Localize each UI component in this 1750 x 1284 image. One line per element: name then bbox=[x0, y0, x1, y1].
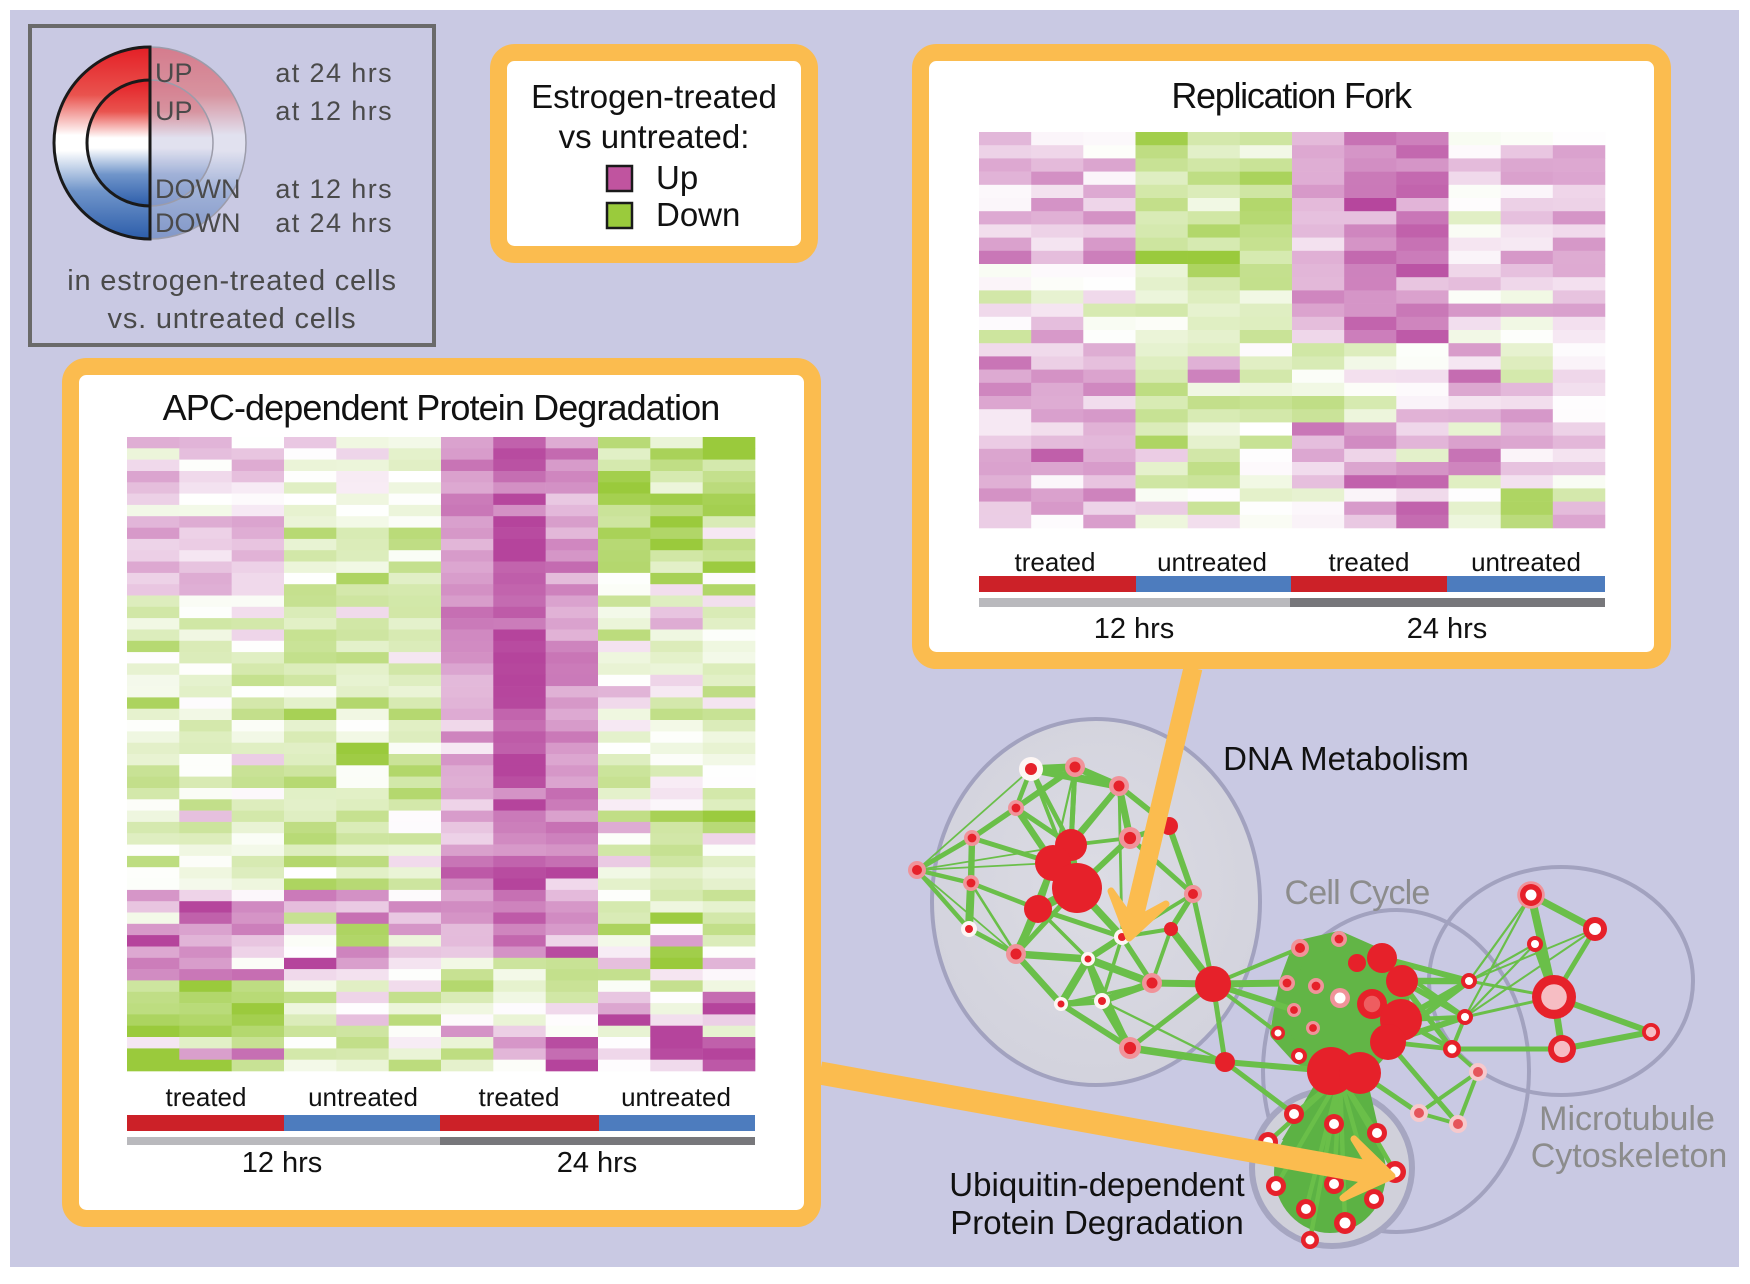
svg-text:untreated: untreated bbox=[1471, 547, 1581, 577]
svg-text:UP: UP bbox=[155, 58, 193, 88]
svg-text:treated: treated bbox=[1015, 547, 1096, 577]
svg-text:vs untreated:: vs untreated: bbox=[559, 118, 750, 155]
svg-text:Microtubule: Microtubule bbox=[1539, 1100, 1715, 1138]
svg-text:treated: treated bbox=[166, 1082, 247, 1112]
svg-text:Cell Cycle: Cell Cycle bbox=[1284, 874, 1429, 912]
svg-text:at 24 hrs: at 24 hrs bbox=[275, 208, 393, 238]
svg-text:treated: treated bbox=[1329, 547, 1410, 577]
svg-text:Up: Up bbox=[656, 159, 698, 196]
svg-text:Down: Down bbox=[656, 196, 740, 233]
svg-text:12 hrs: 12 hrs bbox=[242, 1147, 323, 1179]
svg-text:untreated: untreated bbox=[1157, 547, 1267, 577]
svg-text:Cytoskeleton: Cytoskeleton bbox=[1531, 1137, 1728, 1175]
svg-text:Estrogen-treated: Estrogen-treated bbox=[531, 78, 777, 115]
svg-text:untreated: untreated bbox=[308, 1082, 418, 1112]
svg-text:Ubiquitin-dependent: Ubiquitin-dependent bbox=[949, 1166, 1244, 1203]
svg-text:APC-dependent Protein Degradat: APC-dependent Protein Degradation bbox=[163, 387, 720, 428]
svg-text:DNA Metabolism: DNA Metabolism bbox=[1223, 740, 1469, 777]
svg-text:12 hrs: 12 hrs bbox=[1094, 613, 1175, 645]
svg-text:untreated: untreated bbox=[621, 1082, 731, 1112]
svg-text:24 hrs: 24 hrs bbox=[557, 1147, 638, 1179]
svg-text:Replication Fork: Replication Fork bbox=[1171, 75, 1413, 116]
svg-text:Protein Degradation: Protein Degradation bbox=[950, 1204, 1244, 1241]
svg-text:24 hrs: 24 hrs bbox=[1407, 613, 1488, 645]
svg-text:in estrogen-treated cells: in estrogen-treated cells bbox=[67, 265, 397, 297]
svg-text:at 12 hrs: at 12 hrs bbox=[275, 174, 393, 204]
svg-text:DOWN: DOWN bbox=[155, 208, 240, 238]
svg-text:treated: treated bbox=[479, 1082, 560, 1112]
svg-text:vs. untreated cells: vs. untreated cells bbox=[108, 303, 357, 335]
svg-text:at 24 hrs: at 24 hrs bbox=[275, 58, 393, 88]
svg-text:UP: UP bbox=[155, 96, 193, 126]
svg-text:DOWN: DOWN bbox=[155, 174, 240, 204]
svg-text:at 12 hrs: at 12 hrs bbox=[275, 96, 393, 126]
